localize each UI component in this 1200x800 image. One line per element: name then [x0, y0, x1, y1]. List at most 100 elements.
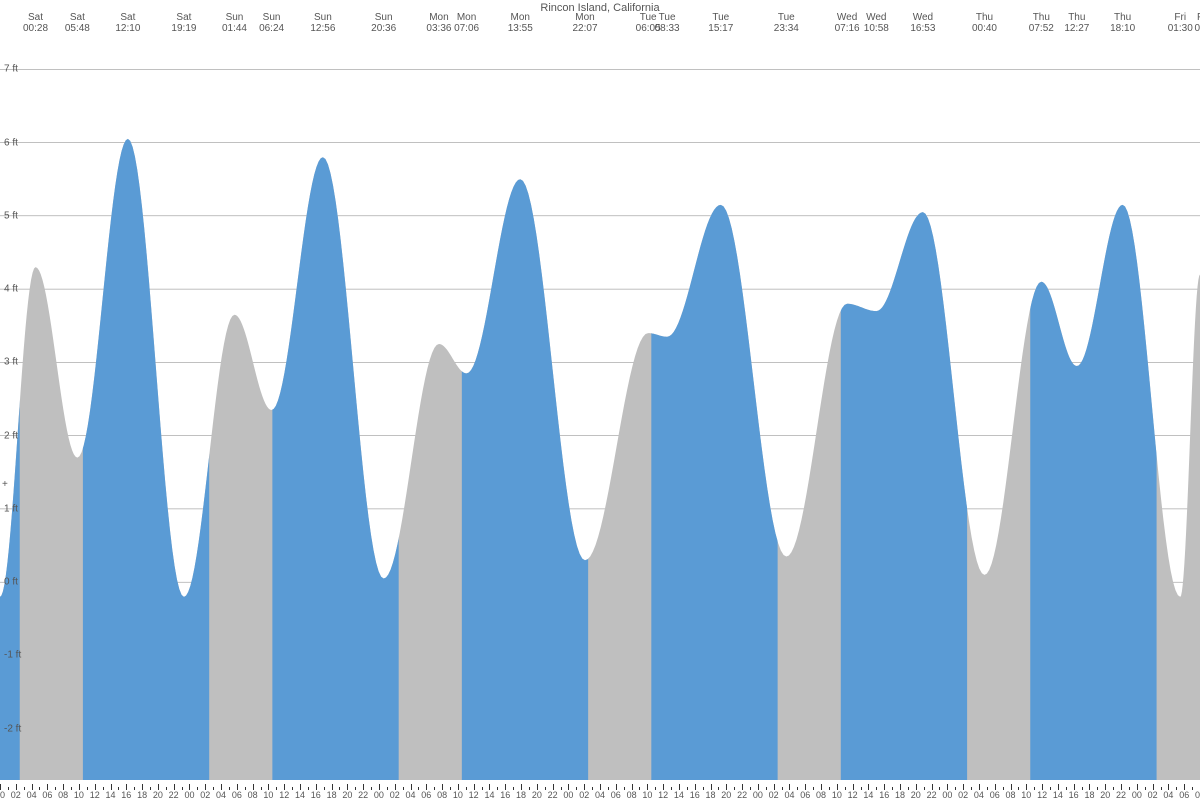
x-tick-label: 20	[911, 790, 921, 800]
x-tick-label: 14	[863, 790, 873, 800]
x-tick-minor	[734, 787, 735, 790]
x-tick-label: 20	[153, 790, 163, 800]
x-tick-minor	[8, 787, 9, 790]
x-tick-label: 02	[1148, 790, 1158, 800]
x-tick-label: 18	[327, 790, 337, 800]
x-tick-label: 22	[1116, 790, 1126, 800]
extrema-label: Tue15:17	[708, 12, 733, 34]
x-tick-minor	[308, 787, 309, 790]
x-tick-minor	[1050, 787, 1051, 790]
x-tick-label: 12	[1037, 790, 1047, 800]
extrema-label: Wed16:53	[910, 12, 935, 34]
extrema-label: Sat12:10	[115, 12, 140, 34]
x-tick-label: 02	[769, 790, 779, 800]
x-tick-label: 18	[895, 790, 905, 800]
x-tick-minor	[1129, 787, 1130, 790]
x-tick-minor	[1097, 787, 1098, 790]
x-tick-minor	[576, 787, 577, 790]
x-tick-label: 00	[753, 790, 763, 800]
extrema-label: Mon07:06	[454, 12, 479, 34]
x-tick-label: 04	[1163, 790, 1173, 800]
x-tick-minor	[71, 787, 72, 790]
x-tick-label: 00	[1132, 790, 1142, 800]
x-tick-minor	[182, 787, 183, 790]
x-tick-minor	[276, 787, 277, 790]
x-tick-minor	[466, 787, 467, 790]
x-tick-label: 06	[611, 790, 621, 800]
x-tick-label: 14	[1053, 790, 1063, 800]
x-tick-minor	[639, 787, 640, 790]
extrema-label: Sun20:36	[371, 12, 396, 34]
x-tick-minor	[450, 787, 451, 790]
x-tick-label: 20	[721, 790, 731, 800]
extrema-label: Mon22:07	[572, 12, 597, 34]
x-tick-label: 02	[390, 790, 400, 800]
x-tick-label: 14	[106, 790, 116, 800]
y-tick-label: 1 ft	[4, 503, 18, 514]
x-tick-label: 14	[674, 790, 684, 800]
x-tick-minor	[166, 787, 167, 790]
x-tick-minor	[261, 787, 262, 790]
x-tick-minor	[134, 787, 135, 790]
x-tick-label: 16	[1069, 790, 1079, 800]
y-tick-label: 5 ft	[4, 210, 18, 221]
x-tick-minor	[418, 787, 419, 790]
x-tick-minor	[924, 787, 925, 790]
x-tick-minor	[939, 787, 940, 790]
x-tick-label: 06	[990, 790, 1000, 800]
y-tick-label: 7 ft	[4, 64, 18, 75]
x-tick-minor	[561, 787, 562, 790]
x-tick-label: 14	[295, 790, 305, 800]
x-tick-minor	[766, 787, 767, 790]
x-tick-label: 18	[1084, 790, 1094, 800]
extrema-label: Fri01:30	[1168, 12, 1193, 34]
extrema-label: F08	[1194, 12, 1200, 34]
x-tick-minor	[39, 787, 40, 790]
x-tick-minor	[197, 787, 198, 790]
extrema-label: Sat19:19	[171, 12, 196, 34]
x-tick-label: 02	[11, 790, 21, 800]
svg-text:+: +	[2, 479, 8, 490]
x-tick-minor	[529, 787, 530, 790]
x-tick-label: 18	[137, 790, 147, 800]
x-tick-label: 06	[421, 790, 431, 800]
x-tick-label: 08	[58, 790, 68, 800]
x-tick-minor	[513, 787, 514, 790]
extrema-label: Tue23:34	[774, 12, 799, 34]
x-tick-label: 00	[0, 790, 5, 800]
y-tick-label: 2 ft	[4, 430, 18, 441]
x-tick-label: 08	[248, 790, 258, 800]
x-tick-label: 22	[737, 790, 747, 800]
x-tick-minor	[545, 787, 546, 790]
x-tick-minor	[387, 787, 388, 790]
x-tick-minor	[1176, 787, 1177, 790]
x-tick-label: 02	[958, 790, 968, 800]
x-tick-minor	[355, 787, 356, 790]
y-tick-label: 0 ft	[4, 577, 18, 588]
extrema-label: Tue08:33	[655, 12, 680, 34]
x-tick-label: 20	[532, 790, 542, 800]
x-tick-label: 10	[642, 790, 652, 800]
x-tick-label: 10	[74, 790, 84, 800]
x-tick-label: 06	[1179, 790, 1189, 800]
y-tick-label: -1 ft	[4, 650, 21, 661]
x-tick-label: 12	[469, 790, 479, 800]
x-tick-label: 06	[232, 790, 242, 800]
x-tick-label: 08	[816, 790, 826, 800]
x-tick-minor	[829, 787, 830, 790]
x-tick-minor	[150, 787, 151, 790]
x-tick-minor	[971, 787, 972, 790]
extrema-label: Thu07:52	[1029, 12, 1054, 34]
x-tick-label: 12	[279, 790, 289, 800]
x-tick-label: 00	[374, 790, 384, 800]
x-tick-minor	[292, 787, 293, 790]
x-tick-minor	[403, 787, 404, 790]
x-tick-minor	[1018, 787, 1019, 790]
x-tick-minor	[876, 787, 877, 790]
extrema-label: Mon03:36	[426, 12, 451, 34]
x-tick-label: 20	[342, 790, 352, 800]
x-tick-minor	[861, 787, 862, 790]
x-tick-minor	[55, 787, 56, 790]
x-tick-minor	[687, 787, 688, 790]
x-tick-label: 06	[800, 790, 810, 800]
